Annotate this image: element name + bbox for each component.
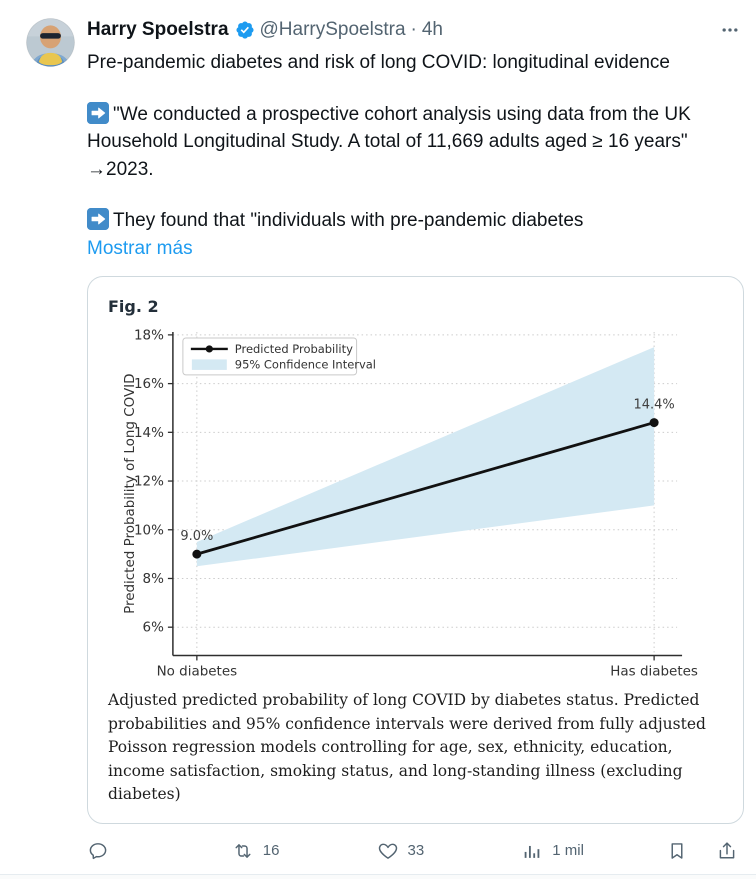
heart-icon <box>378 843 397 859</box>
svg-text:No diabetes: No diabetes <box>157 663 238 679</box>
tweet-body: Pre-pandemic diabetes and risk of long C… <box>87 49 744 262</box>
blue-arrow-emoji <box>87 101 109 124</box>
timestamp[interactable]: 4h <box>421 19 443 40</box>
retweet-icon <box>235 844 251 858</box>
retweet-count: 16 <box>262 842 280 860</box>
bottom-strip <box>0 874 756 879</box>
svg-text:Predicted Probability of Long: Predicted Probability of Long COVID <box>122 373 138 613</box>
reply-button[interactable] <box>87 840 232 862</box>
author-handle[interactable]: @HarrySpoelstra <box>259 19 406 40</box>
like-count: 33 <box>407 842 425 860</box>
tweet-text: →2023. <box>87 158 154 180</box>
avatar[interactable] <box>26 18 75 67</box>
bookmark-button[interactable] <box>666 840 688 862</box>
figure-label: Fig. 2 <box>108 297 159 316</box>
views-count: 1 mil <box>552 842 584 860</box>
svg-text:16%: 16% <box>134 376 164 392</box>
tweet-text-para2: "We conducted a prospective cohort analy… <box>87 101 744 184</box>
svg-text:18%: 18% <box>134 327 164 343</box>
views-icon <box>524 845 540 858</box>
more-button[interactable] <box>716 18 744 42</box>
reply-icon <box>89 842 107 859</box>
svg-text:9.0%: 9.0% <box>180 529 213 544</box>
action-bar: 16 33 1 mil <box>87 832 744 874</box>
svg-text:12%: 12% <box>134 474 164 490</box>
share-button[interactable] <box>716 840 738 862</box>
svg-text:6%: 6% <box>143 620 165 636</box>
svg-text:95% Confidence Interval: 95% Confidence Interval <box>235 357 376 371</box>
tweet-content: Harry Spoelstra @HarrySpoelstra · 4h Pre… <box>87 18 744 874</box>
blue-arrow-emoji <box>87 208 109 230</box>
like-button[interactable]: 33 <box>377 840 522 862</box>
bookmark-icon <box>671 843 683 859</box>
views-button[interactable]: 1 mil <box>521 840 666 862</box>
tweet-text-para3: They found that "individuals with pre-pa… <box>87 207 744 235</box>
share-icon <box>719 842 735 859</box>
more-dots-icon <box>722 28 738 32</box>
tweet-text: They found that "individuals with pre-pa… <box>113 210 584 231</box>
tweet-header: Harry Spoelstra @HarrySpoelstra · 4h <box>87 18 744 42</box>
svg-text:Has diabetes: Has diabetes <box>610 663 698 679</box>
svg-text:Predicted Probability: Predicted Probability <box>235 342 353 356</box>
verified-badge-icon <box>235 20 255 40</box>
separator-dot: · <box>410 19 417 40</box>
figure-card[interactable]: Fig. 2 6% 8% 10% 12% 14% 16% 18% No diabetes Has… <box>87 276 744 824</box>
figure-caption: Adjusted predicted probability of long C… <box>108 691 706 804</box>
line-chart: 6% 8% 10% 12% 14% 16% 18% No diabetes Has diabet… <box>122 327 698 679</box>
svg-text:14.4%: 14.4% <box>634 398 675 413</box>
action-right-group <box>666 840 744 862</box>
tweet-text: "We conducted a prospective cohort analy… <box>87 103 691 153</box>
svg-text:14%: 14% <box>134 425 164 441</box>
avatar-photo <box>26 18 75 67</box>
show-more-link[interactable]: Mostrar más <box>87 237 193 259</box>
svg-text:8%: 8% <box>143 571 165 587</box>
retweet-button[interactable]: 16 <box>232 840 377 862</box>
svg-text:10%: 10% <box>134 522 164 538</box>
tweet-text-line1: Pre-pandemic diabetes and risk of long C… <box>87 52 670 73</box>
author-name[interactable]: Harry Spoelstra <box>87 19 229 40</box>
